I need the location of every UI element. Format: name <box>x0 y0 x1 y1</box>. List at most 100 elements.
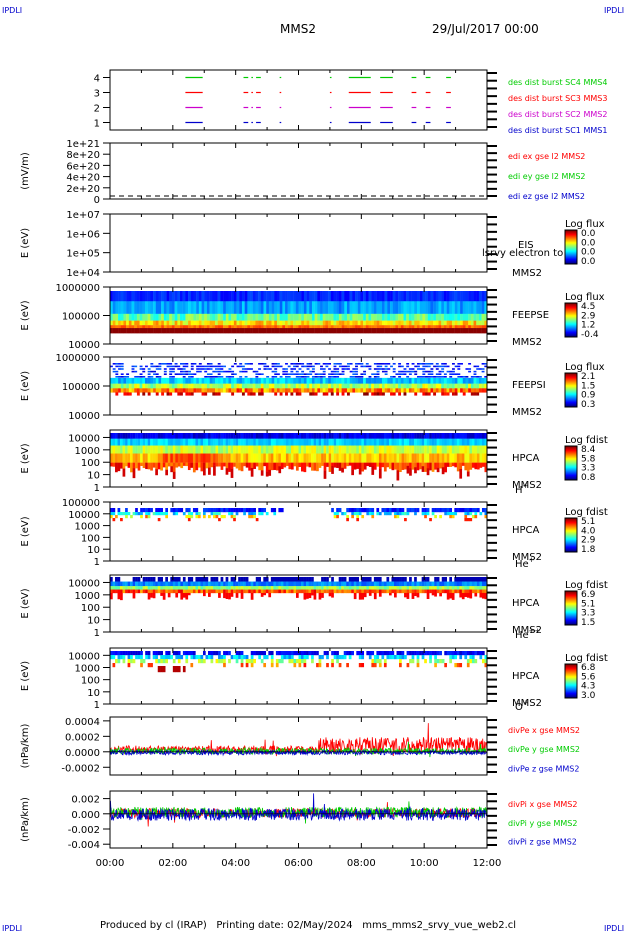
spectrogram-cell <box>348 589 352 594</box>
spectrogram-cell <box>471 453 475 463</box>
spectrogram-cell <box>268 313 272 321</box>
spectrogram-cell <box>454 388 458 393</box>
spectrogram-cell <box>390 301 393 314</box>
spectrogram-cell <box>424 651 427 656</box>
spectrogram-cell <box>358 589 362 594</box>
spectrogram-cell <box>322 363 326 365</box>
spectrogram-cell <box>177 589 181 594</box>
spectrogram-cell <box>394 438 397 446</box>
spectrogram-cell <box>274 325 278 329</box>
spectrogram-cell <box>333 515 337 519</box>
spectrogram-cell <box>225 377 229 384</box>
spectrogram-cell <box>358 512 362 516</box>
spectrogram-cell <box>243 577 246 582</box>
spectrogram-cell <box>441 433 445 439</box>
spectrogram-cell <box>357 376 361 378</box>
spectrogram-cell <box>384 313 388 321</box>
spectrogram-cell <box>290 388 294 393</box>
spectrogram-cell <box>446 651 450 656</box>
spectrogram-cell <box>333 301 337 314</box>
spectrogram-cell <box>268 325 272 329</box>
spectrogram-cell <box>110 388 113 393</box>
spectrogram-cell <box>470 376 474 378</box>
spectrogram-cell <box>140 508 143 513</box>
spectrogram-cell <box>285 325 288 329</box>
spectrogram-cell <box>468 370 472 373</box>
spectrogram-cell <box>400 383 404 389</box>
spectrogram-cell <box>311 655 314 660</box>
spectrogram-cell <box>363 586 367 590</box>
spectrogram-cell <box>466 589 470 594</box>
spectrogram-cell <box>386 589 390 594</box>
spectrogram-cell <box>162 592 166 600</box>
spectrogram-cell <box>137 577 141 582</box>
spectrogram-cell <box>462 313 466 321</box>
colorbar-cell <box>565 519 577 521</box>
spectrogram-cell <box>290 320 294 326</box>
spectrogram-cell <box>309 301 313 314</box>
spectrogram-cell <box>210 651 214 656</box>
spectrogram-cell <box>247 368 251 370</box>
spectrogram-cell <box>112 508 116 513</box>
spectrogram-cell <box>185 392 189 396</box>
spectrogram-cell <box>404 518 407 522</box>
spectrogram-cell <box>373 586 377 590</box>
spectrogram-cell <box>215 320 218 326</box>
spectrogram-cell <box>110 320 113 326</box>
spectrogram-cell <box>481 291 485 302</box>
spectrogram-cell <box>163 368 167 370</box>
spectrogram-cell <box>185 370 189 373</box>
spectrogram-cell <box>311 581 314 587</box>
spectrogram-cell <box>396 462 400 471</box>
spectrogram-cell <box>446 365 450 368</box>
spectrogram-cell <box>371 313 375 321</box>
spectrogram-cell <box>132 468 136 479</box>
spectrogram-cell <box>462 392 466 396</box>
spectrogram-cell <box>325 301 329 314</box>
spectrogram-cell <box>446 438 450 446</box>
spectrogram-cell <box>158 365 162 368</box>
spectrogram-cell <box>430 373 434 375</box>
y-tick-label: 1000 <box>75 522 100 533</box>
spectrogram-cell <box>368 438 372 446</box>
spectrogram-cell <box>185 320 189 326</box>
spectrogram-cell <box>368 586 372 590</box>
spectrogram-cell <box>386 453 390 463</box>
spectrogram-cell <box>295 370 299 373</box>
spectrogram-cell <box>403 320 407 326</box>
spectrogram-cell <box>426 651 430 656</box>
spectrogram-cell <box>117 659 121 664</box>
spectrogram-cell <box>201 368 205 370</box>
spectrogram-cell <box>273 453 277 463</box>
spectrogram-cell <box>117 581 121 587</box>
spectrogram-cell <box>215 453 219 463</box>
spectrogram-cell <box>333 291 337 302</box>
spectrogram-cell <box>409 445 412 454</box>
spectrogram-cell <box>177 659 181 664</box>
spectrogram-cell <box>270 433 274 439</box>
spectrogram-cell <box>295 376 299 378</box>
spectrogram-cell <box>317 328 321 334</box>
spectrogram-cell <box>461 445 465 454</box>
spectrogram-cell <box>270 655 274 660</box>
spectrogram-cell <box>322 370 326 373</box>
spectrogram-cell <box>188 291 191 302</box>
colorbar-tick-label: 5.6 <box>581 672 596 682</box>
colorbar-cell <box>565 394 577 396</box>
spectrogram-cell <box>112 586 116 590</box>
spectrogram-cell <box>421 655 425 660</box>
spectrogram-cell <box>213 515 216 519</box>
spectrogram-cell <box>258 388 261 393</box>
spectrogram-cell <box>235 453 239 463</box>
spectrogram-cell <box>195 508 199 513</box>
spectrogram-cell <box>220 508 224 513</box>
spectrogram-cell <box>460 328 463 334</box>
spectrogram-cell <box>325 291 329 302</box>
spectrogram-cell <box>298 313 302 321</box>
spectrogram-cell <box>231 325 235 329</box>
spectrogram-cell <box>208 438 211 446</box>
spectrogram-cell <box>167 589 171 594</box>
spectrogram-cell <box>250 313 253 321</box>
spectrogram-cell <box>147 438 151 446</box>
spectrogram-cell <box>427 320 431 326</box>
